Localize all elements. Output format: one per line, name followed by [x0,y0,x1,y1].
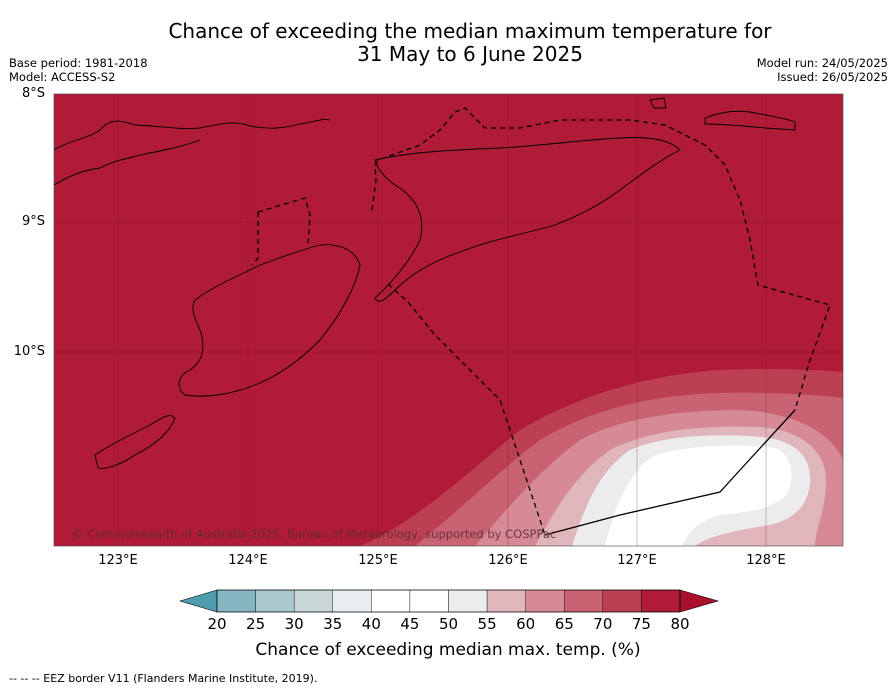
coastline-savu [94,415,176,469]
lat-label-8s: 8°S [21,86,45,101]
lat-label-9s: 9°S [21,214,45,229]
colorbar-under-arrow [178,589,218,613]
colorbar-cell [641,589,681,613]
colorbar-tick: 65 [554,615,574,633]
meta-left: Base period: 1981-2018 Model: ACCESS-S2 [9,56,148,84]
eez-border [251,107,831,536]
colorbar-cell [216,589,256,613]
eez-footer-note: -- -- -- EEZ border V11 (Flanders Marine… [9,672,318,685]
issued-date: Issued: 26/05/2025 [777,70,888,84]
lon-label-128e: 128°E [746,553,786,568]
coastline-flores-chain [54,119,331,186]
colorbar-cell [448,589,488,613]
lon-label-124e: 124°E [228,553,268,568]
colorbar-tick: 75 [631,615,651,633]
coastline-alor-wetar [649,97,796,131]
title-line-1: Chance of exceeding the median maximum t… [168,19,772,43]
colorbar-cell [409,589,449,613]
eez-solid-border [544,409,796,536]
colorbar-tick: 70 [593,615,613,633]
colorbar-cell [255,589,295,613]
colorbar-over-arrow [679,589,720,613]
coastlines [54,97,796,469]
colorbar-cell [602,589,642,613]
colorbar-cell [332,589,372,613]
colorbar-cell [564,589,604,613]
lon-label-123e: 123°E [98,553,138,568]
lon-label-125e: 125°E [358,553,398,568]
lat-label-10s: 10°S [13,344,45,359]
colorbar-tick: 35 [323,615,343,633]
model-run: Model run: 24/05/2025 [756,56,888,70]
colorbar-tick: 80 [670,615,690,633]
base-period: Base period: 1981-2018 [9,56,148,70]
colorbar-tick: 20 [207,615,227,633]
gridlines [54,94,843,546]
colorbar [178,589,720,613]
map-area [54,94,843,546]
colorbar-cell [486,589,526,613]
colorbar-cell [525,589,565,613]
colorbar-frame [216,589,681,613]
colorbar-tick: 55 [477,615,497,633]
colorbar-tick: 30 [284,615,304,633]
colorbar-tick: 60 [516,615,536,633]
lon-label-127e: 127°E [617,553,657,568]
colorbar-tick: 50 [438,615,459,633]
meta-right: Model run: 24/05/2025 Issued: 26/05/2025 [757,56,888,84]
colorbar-cell [371,589,411,613]
chart-title: Chance of exceeding the median maximum t… [60,20,880,66]
map-frame [53,93,844,547]
colorbar-tick: 25 [246,615,266,633]
colorbar-cell [293,589,333,613]
colorbar-tick: 40 [361,615,381,633]
contour-50 [605,445,792,546]
title-line-2: 31 May to 6 June 2025 [357,42,583,66]
coastline-sumba-rote [178,244,361,397]
lon-label-126e: 126°E [488,553,528,568]
model-name: Model: ACCESS-S2 [9,70,116,84]
coastline-timor [374,137,681,302]
copyright-notice: © Commonwealth of Australia 2025, Bureau… [72,527,557,541]
colorbar-tick: 45 [400,615,420,633]
colorbar-label: Chance of exceeding median max. temp. (%… [255,640,641,660]
